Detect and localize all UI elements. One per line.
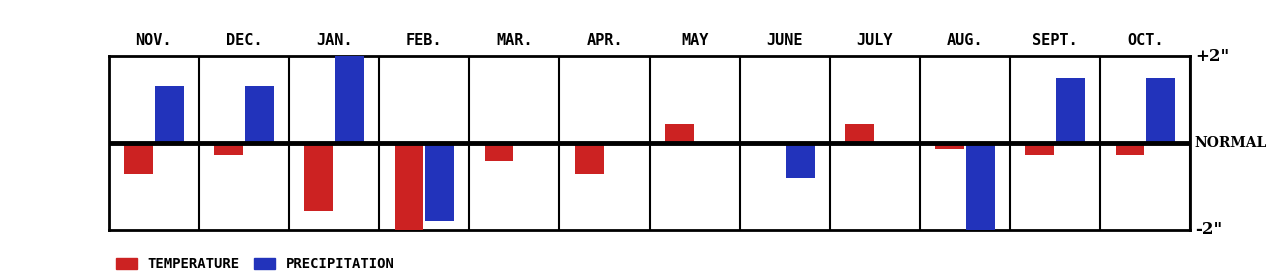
Text: MAR.: MAR.: [497, 33, 532, 48]
Bar: [966, 143, 995, 230]
Bar: [425, 143, 454, 221]
Text: FEB.: FEB.: [406, 33, 443, 48]
Bar: [1056, 78, 1085, 143]
Text: OCT.: OCT.: [1128, 33, 1164, 48]
Legend: TEMPERATURE, PRECIPITATION: TEMPERATURE, PRECIPITATION: [115, 257, 394, 271]
Text: JULY: JULY: [856, 33, 893, 48]
Text: SEPT.: SEPT.: [1033, 33, 1078, 48]
Bar: [936, 143, 964, 149]
Bar: [575, 143, 604, 174]
Bar: [845, 124, 874, 143]
Bar: [1025, 143, 1055, 155]
Text: -2": -2": [1196, 221, 1222, 238]
Bar: [155, 87, 183, 143]
Bar: [305, 143, 333, 211]
Bar: [1146, 78, 1175, 143]
Bar: [485, 143, 513, 161]
Bar: [1116, 143, 1144, 155]
Text: +2": +2": [1196, 48, 1229, 64]
Bar: [335, 0, 364, 143]
Text: AUG.: AUG.: [947, 33, 983, 48]
Text: JUNE: JUNE: [767, 33, 803, 48]
Text: DEC.: DEC.: [225, 33, 262, 48]
Text: APR.: APR.: [586, 33, 623, 48]
Bar: [244, 87, 274, 143]
Text: NORMAL: NORMAL: [1196, 136, 1267, 150]
Bar: [664, 124, 694, 143]
Bar: [214, 143, 243, 155]
Bar: [394, 143, 424, 230]
Text: NOV.: NOV.: [136, 33, 172, 48]
Bar: [124, 143, 154, 174]
Bar: [786, 143, 814, 178]
Text: MAY: MAY: [681, 33, 708, 48]
Text: JAN.: JAN.: [316, 33, 352, 48]
